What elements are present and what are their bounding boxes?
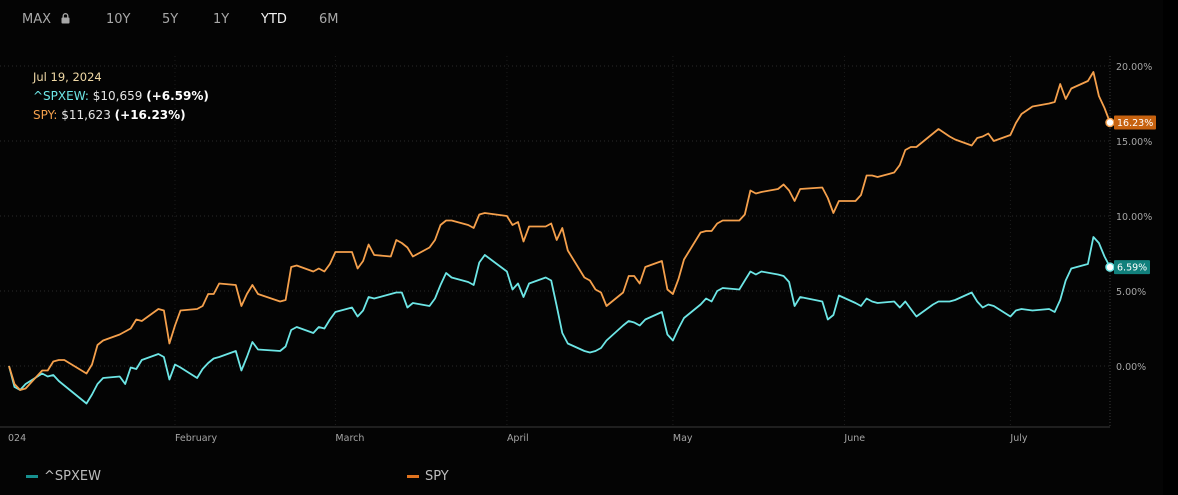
y-tick-label: 5.00% <box>1116 287 1146 298</box>
tooltip-pct-spy: (+16.23%) <box>114 108 186 122</box>
y-tick-label: 0.00% <box>1116 362 1146 373</box>
legend-item-spy[interactable]: SPY <box>407 469 449 484</box>
series-line-spxew <box>8 236 1111 405</box>
tooltip-value-spxew: $10,659 <box>92 89 143 103</box>
x-tick-label: June <box>843 433 865 444</box>
right-gutter <box>1163 0 1178 495</box>
tab-max[interactable]: MAX <box>22 12 70 27</box>
legend-label-spxew: ^SPXEW <box>44 469 101 484</box>
end-marker-spy <box>1105 117 1115 128</box>
range-tabs: MAX 10Y 5Y 1Y YTD 6M <box>0 0 1163 44</box>
legend-item-spxew[interactable]: ^SPXEW <box>26 469 101 484</box>
x-tick-label: March <box>335 433 364 444</box>
x-tick-label: 024 <box>8 433 26 444</box>
tab-ytd[interactable]: YTD <box>261 12 287 27</box>
legend-label-spy: SPY <box>425 469 449 484</box>
tab-10y[interactable]: 10Y <box>106 12 131 27</box>
tab-6m[interactable]: 6M <box>319 12 339 27</box>
x-tick-label: February <box>175 433 217 444</box>
tooltip-name-spy: SPY <box>33 108 54 122</box>
y-tick-label: 10.00% <box>1116 212 1152 223</box>
tooltip-value-spy: $11,623 <box>61 108 111 122</box>
tooltip-name-spxew: ^SPXEW <box>33 89 85 103</box>
x-tick-label: April <box>507 433 529 444</box>
tab-5y[interactable]: 5Y <box>162 12 179 27</box>
end-badge-label-spy: 16.23% <box>1117 118 1153 129</box>
end-marker-spxew <box>1105 262 1115 272</box>
tooltip-date: Jul 19, 2024 <box>33 70 102 84</box>
end-badge-spxew <box>1114 260 1150 275</box>
tab-1y[interactable]: 1Y <box>213 12 230 27</box>
legend-swatch-spy <box>407 475 419 478</box>
series-line-spy <box>8 71 1111 391</box>
end-badge-label-spxew: 6.59% <box>1117 263 1147 274</box>
tab-max-label: MAX <box>22 12 52 27</box>
y-tick-label: 20.00% <box>1116 62 1152 73</box>
tooltip-row-spxew: ^SPXEW: $10,659 (+6.59%) <box>33 89 209 103</box>
tooltip-row-spy: SPY: $11,623 (+16.23%) <box>33 108 186 122</box>
legend-swatch-spxew <box>26 475 38 478</box>
lock-icon <box>61 13 70 24</box>
tooltip-pct-spxew: (+6.59%) <box>146 89 209 103</box>
y-tick-label: 15.00% <box>1116 137 1152 148</box>
x-tick-label: July <box>1009 433 1027 444</box>
end-badge-spy <box>1114 115 1156 130</box>
x-tick-label: May <box>673 433 693 444</box>
hover-tooltip: Jul 19, 2024 ^SPXEW: $10,659 (+6.59%) SP… <box>33 68 209 125</box>
